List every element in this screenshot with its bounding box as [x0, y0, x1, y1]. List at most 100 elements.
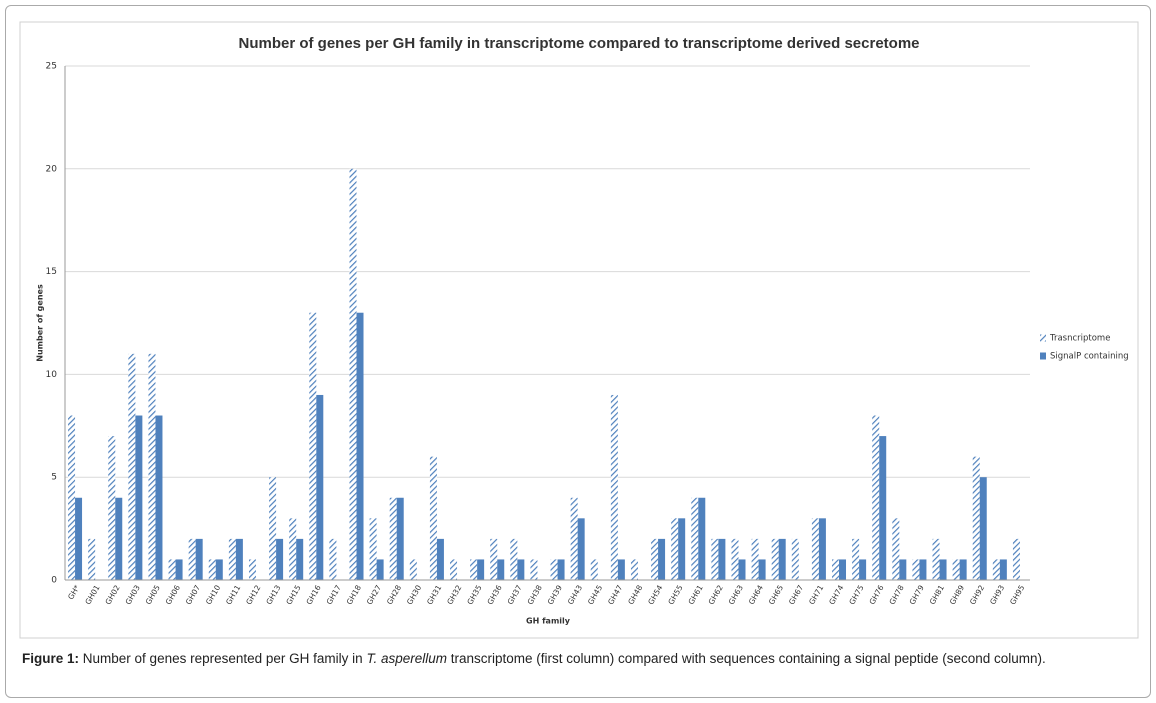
bar	[128, 353, 136, 580]
x-tick-label: GH81	[928, 583, 946, 606]
bar	[570, 497, 578, 580]
legend-label: Trasncriptome	[1049, 334, 1110, 344]
bar	[979, 477, 987, 580]
x-tick-label: GH67	[787, 583, 805, 606]
bar	[108, 436, 116, 580]
bar	[839, 559, 847, 580]
bar	[396, 497, 404, 580]
x-tick-label: GH30	[405, 583, 423, 606]
x-tick-label: GH71	[807, 583, 825, 606]
bar	[751, 538, 759, 580]
x-tick-label: GH05	[144, 583, 162, 606]
x-tick-label: GH45	[586, 583, 604, 606]
bar	[530, 559, 538, 580]
chart-title: Number of genes per GH family in transcr…	[238, 35, 919, 52]
legend-swatch	[1040, 352, 1046, 360]
bar	[68, 415, 76, 580]
bar	[436, 538, 444, 580]
bar	[235, 538, 243, 580]
bar	[376, 559, 384, 580]
y-tick-label: 0	[51, 576, 57, 586]
y-tick-label: 15	[46, 267, 57, 277]
bar	[952, 559, 960, 580]
x-tick-label: GH89	[948, 583, 966, 606]
bar	[771, 538, 779, 580]
caption-species: T. asperellum	[366, 651, 447, 666]
x-tick-label: GH27	[365, 583, 383, 606]
x-tick-label: GH07	[184, 583, 202, 606]
x-tick-label: GH74	[827, 583, 845, 606]
y-tick-label: 20	[46, 164, 58, 174]
x-tick-label: GH18	[345, 583, 363, 606]
x-tick-label: GH79	[908, 583, 926, 606]
bar	[610, 394, 618, 580]
x-tick-label: GH93	[988, 583, 1006, 606]
bar	[409, 559, 417, 580]
bar	[470, 559, 478, 580]
bar	[557, 559, 565, 580]
x-tick-label: GH75	[847, 583, 865, 606]
bar	[497, 559, 505, 580]
x-tick-label: GH65	[767, 583, 785, 606]
y-axis-label: Number of genes	[36, 284, 45, 362]
bar	[188, 538, 196, 580]
bar	[590, 559, 598, 580]
x-tick-label: GH16	[304, 583, 322, 606]
x-tick-label: GH39	[546, 583, 564, 606]
bar	[276, 538, 284, 580]
bar	[135, 415, 143, 580]
bar	[296, 538, 304, 580]
bar	[811, 518, 819, 580]
bar	[389, 497, 397, 580]
bar	[550, 559, 558, 580]
bar	[577, 518, 585, 580]
bar	[88, 538, 96, 580]
bar	[617, 559, 625, 580]
bar	[932, 538, 940, 580]
x-tick-label: GH63	[727, 583, 745, 606]
x-tick-label: GH92	[968, 583, 986, 606]
x-tick-label: GH35	[465, 583, 483, 606]
x-tick-label: GH11	[224, 583, 242, 606]
caption-label: Figure 1:	[22, 651, 80, 666]
bar	[349, 168, 357, 581]
bar	[329, 538, 337, 580]
bar	[919, 559, 927, 580]
bar	[992, 559, 1000, 580]
bar	[879, 436, 887, 580]
bar	[731, 538, 739, 580]
chart: Number of genes per GH family in transcr…	[19, 21, 1139, 639]
x-tick-label: GH61	[686, 583, 704, 606]
bar	[972, 456, 980, 580]
bar	[718, 538, 726, 580]
x-tick-label: GH13	[264, 583, 282, 606]
bar	[939, 559, 947, 580]
bar	[758, 559, 766, 580]
bar	[711, 538, 719, 580]
y-tick-label: 25	[46, 62, 57, 72]
bar	[658, 538, 666, 580]
bar	[630, 559, 638, 580]
x-axis-label: GH family	[526, 617, 571, 626]
x-tick-label: GH48	[626, 583, 644, 606]
bar	[477, 559, 485, 580]
x-tick-label: GH03	[124, 583, 142, 606]
bar	[316, 394, 324, 580]
bar	[832, 559, 840, 580]
bar	[899, 559, 907, 580]
bar	[818, 518, 826, 580]
x-tick-label: GH31	[425, 583, 443, 606]
bar	[671, 518, 679, 580]
legend-label: SignalP containing	[1050, 352, 1129, 362]
x-tick-label: GH76	[867, 583, 885, 606]
x-tick-label: GH62	[707, 583, 725, 606]
bar	[309, 312, 317, 580]
bar	[155, 415, 163, 580]
x-tick-label: GH43	[566, 583, 584, 606]
bar	[208, 559, 216, 580]
figure-frame	[5, 5, 1151, 698]
bar	[168, 559, 176, 580]
bar	[450, 559, 458, 580]
y-tick-label: 5	[51, 473, 57, 483]
